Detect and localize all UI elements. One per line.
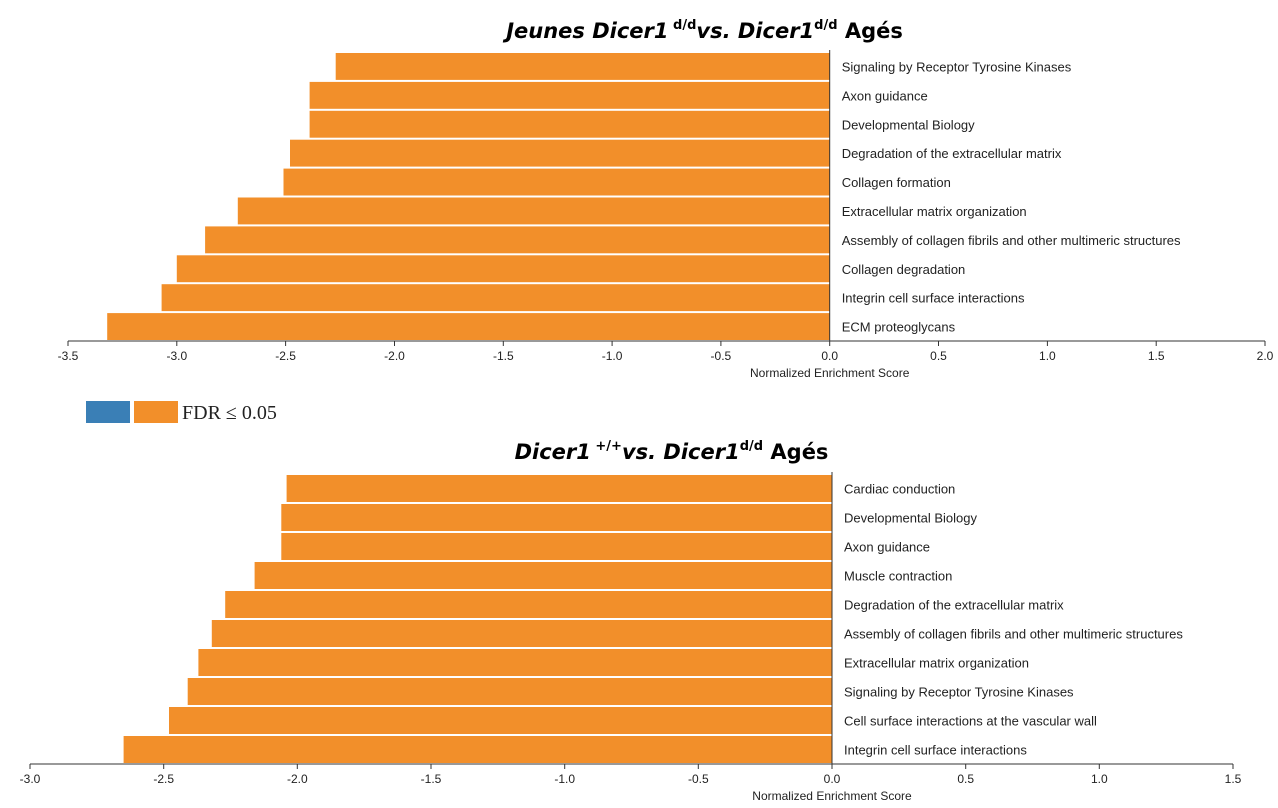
bar: [187, 678, 832, 705]
chart-1: Jeunes Dicer1 d/dvs. Dicer1d/d Agés Signa…: [58, 18, 1274, 380]
bar: [123, 736, 833, 763]
x-tick-label: -3.0: [20, 772, 41, 786]
x-tick-label: 1.0: [1091, 772, 1108, 786]
bar-group: [123, 475, 833, 763]
chart-title-part: d/d: [669, 18, 697, 33]
legend: FDR ≤ 0.05: [86, 401, 277, 424]
bar: [176, 255, 830, 283]
category-label: Cardiac conduction: [844, 482, 955, 497]
x-tick-label: 1.5: [1148, 349, 1165, 363]
category-label: Integrin cell surface interactions: [842, 291, 1025, 306]
category-label: Integrin cell surface interactions: [844, 743, 1027, 758]
category-label: Extracellular matrix organization: [844, 656, 1029, 671]
x-tick-label: -1.5: [421, 772, 442, 786]
category-label: Developmental Biology: [844, 511, 977, 526]
chart-title-part: d/d: [814, 18, 837, 33]
category-label: ECM proteoglycans: [842, 320, 956, 335]
chart-title-part: vs. Dicer1: [696, 19, 814, 43]
chart-2: Dicer1 +/+vs. Dicer1d/d Agés Cardiac cond…: [20, 439, 1242, 803]
category-label: Degradation of the extracellular matrix: [842, 146, 1062, 161]
bar: [290, 139, 830, 167]
chart-title: Jeunes Dicer1 d/dvs. Dicer1d/d Agés: [502, 18, 903, 43]
x-tick-label: 0.0: [824, 772, 841, 786]
bar-group: [107, 53, 830, 340]
x-tick-label: 1.0: [1039, 349, 1056, 363]
x-tick-label: -2.0: [384, 349, 405, 363]
bar: [237, 197, 830, 225]
category-label: Collagen formation: [842, 175, 951, 190]
category-label: Assembly of collagen fibrils and other m…: [844, 627, 1183, 642]
category-label: Assembly of collagen fibrils and other m…: [842, 233, 1181, 248]
chart-title-part: Agés: [763, 440, 828, 464]
bar: [254, 562, 833, 589]
bar: [211, 620, 833, 647]
category-label: Extracellular matrix organization: [842, 204, 1027, 219]
x-axis-title: Normalized Enrichment Score: [752, 789, 912, 803]
x-tick-label: 1.5: [1225, 772, 1242, 786]
category-label: Signaling by Receptor Tyrosine Kinases: [842, 60, 1072, 75]
chart-title-part: Dicer1: [515, 440, 591, 464]
bar: [281, 504, 832, 531]
x-tick-label: -2.0: [287, 772, 308, 786]
bar: [205, 226, 830, 254]
x-tick-label: -3.0: [166, 349, 187, 363]
legend-swatch-blue: [86, 401, 130, 423]
category-label: Cell surface interactions at the vascula…: [844, 714, 1097, 729]
category-label: Degradation of the extracellular matrix: [844, 598, 1064, 613]
bar: [107, 313, 830, 340]
chart-title-part: d/d: [740, 439, 763, 454]
x-tick-label: -0.5: [711, 349, 732, 363]
legend-label: FDR ≤ 0.05: [182, 402, 277, 424]
category-label: Collagen degradation: [842, 262, 966, 277]
bar: [335, 53, 830, 80]
x-tick-label: -1.0: [602, 349, 623, 363]
x-tick-label: 0.5: [930, 349, 947, 363]
x-tick-label: -2.5: [153, 772, 174, 786]
category-label: Axon guidance: [842, 88, 928, 103]
bar: [283, 168, 830, 196]
x-tick-label: -1.5: [493, 349, 514, 363]
bar: [281, 533, 832, 560]
category-label: Muscle contraction: [844, 569, 952, 584]
x-tick-label: -1.0: [554, 772, 575, 786]
bar: [309, 110, 830, 138]
bar: [169, 707, 832, 734]
category-label: Developmental Biology: [842, 117, 975, 132]
chart-title: Dicer1 +/+vs. Dicer1d/d Agés: [515, 439, 829, 464]
x-tick-label: -0.5: [688, 772, 709, 786]
legend-swatch-orange: [134, 401, 178, 423]
x-tick-label: -3.5: [58, 349, 79, 363]
chart-title-part: +/+: [591, 439, 622, 454]
category-label: Axon guidance: [844, 540, 930, 555]
bar: [225, 591, 832, 618]
bar: [198, 649, 832, 676]
x-tick-label: 0.0: [821, 349, 838, 363]
x-tick-label: -2.5: [275, 349, 296, 363]
chart-title-part: Jeunes Dicer1: [502, 19, 668, 43]
chart-title-part: vs. Dicer1: [622, 440, 740, 464]
bar: [309, 81, 830, 109]
x-axis-title: Normalized Enrichment Score: [750, 366, 910, 380]
bar: [286, 475, 833, 502]
x-tick-label: 2.0: [1257, 349, 1274, 363]
x-tick-label: 0.5: [957, 772, 974, 786]
chart-title-part: Agés: [838, 19, 903, 43]
bar: [161, 284, 830, 312]
category-label: Signaling by Receptor Tyrosine Kinases: [844, 685, 1074, 700]
